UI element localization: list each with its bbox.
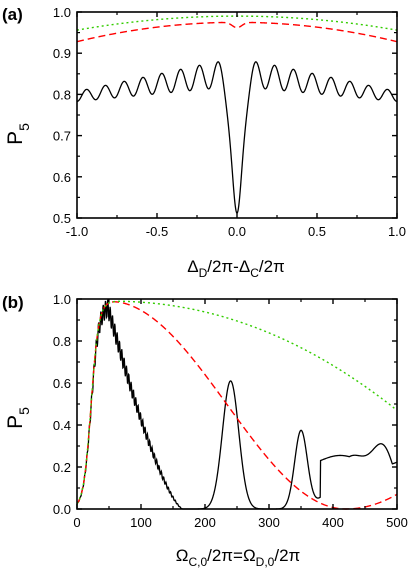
y-tick-label: 0.4 <box>53 418 71 433</box>
panel-a-curves <box>76 11 398 214</box>
panel-b-x-tick-labels: 0 100 200 300 400 500 <box>73 515 407 530</box>
panel-b-series-solid-line <box>76 299 398 510</box>
panel-b-tag: (b) <box>2 293 24 312</box>
y-tick-label: 0.8 <box>53 87 71 102</box>
panel-b-y-tick-labels: 0.0 0.2 0.4 0.6 0.8 1.0 <box>53 292 71 517</box>
y-tick-label: 1.0 <box>53 5 71 20</box>
panel-a-series-solid-line <box>76 61 398 214</box>
panel-b-y-axis-label: P5 <box>4 407 32 429</box>
x-tick-label: 300 <box>258 515 280 530</box>
panel-b-axes <box>76 298 398 510</box>
panel-a-axes <box>76 11 398 219</box>
x-tick-label: -0.5 <box>146 224 168 239</box>
panel-a: (a) 0.5 0.6 0.7 0.8 0.9 1.0 -1.0 -0.5 0.0 0.5 1.0… <box>2 5 406 280</box>
y-tick-label: 1.0 <box>53 292 71 307</box>
panel-b-x-axis-label: ΩC,0/2π=ΩD,0/2π <box>176 546 301 569</box>
y-tick-label: 0.8 <box>53 334 71 349</box>
y-tick-label: 0.6 <box>53 170 71 185</box>
x-tick-label: 0 <box>73 515 80 530</box>
panel-a-x-axis-label: ΔD/2π-ΔC/2π <box>187 257 285 280</box>
panel-a-series-dotted-line <box>76 15 398 31</box>
x-tick-label: 0.0 <box>228 224 246 239</box>
panel-b: (b) 0.00.20.40.60.81.0 0 100 200 300 400 500 … <box>2 292 408 569</box>
x-tick-label: 400 <box>322 515 344 530</box>
y-tick-label: 0.7 <box>53 129 71 144</box>
x-tick-label: 0.5 <box>308 224 326 239</box>
y-tick-label: 0.0 <box>53 502 71 517</box>
x-tick-label: 500 <box>386 515 408 530</box>
panel-a-y-tick-labels: 0.5 0.6 0.7 0.8 0.9 1.0 <box>53 5 71 226</box>
panel-a-series-dashed-line <box>76 21 398 43</box>
panel-a-plot-frame <box>76 11 398 219</box>
y-tick-label: 0.2 <box>53 460 71 475</box>
panel-b-plot-frame <box>76 298 398 510</box>
x-tick-label: 1.0 <box>388 224 406 239</box>
x-tick-label: -1.0 <box>66 224 88 239</box>
y-tick-label: 0.6 <box>53 376 71 391</box>
panel-b-series-dotted-line <box>76 300 398 505</box>
panel-b-series-dashed-line <box>76 301 398 510</box>
panel-b-curves <box>76 298 398 510</box>
x-tick-label: 200 <box>194 515 216 530</box>
y-tick-label: 0.5 <box>53 211 71 226</box>
panel-a-tag: (a) <box>2 5 23 24</box>
y-tick-label: 0.9 <box>53 46 71 61</box>
x-tick-label: 100 <box>130 515 152 530</box>
panel-a-x-tick-labels: -1.0 -0.5 0.0 0.5 1.0 <box>66 224 406 239</box>
panel-a-y-axis-label: P5 <box>4 123 32 145</box>
